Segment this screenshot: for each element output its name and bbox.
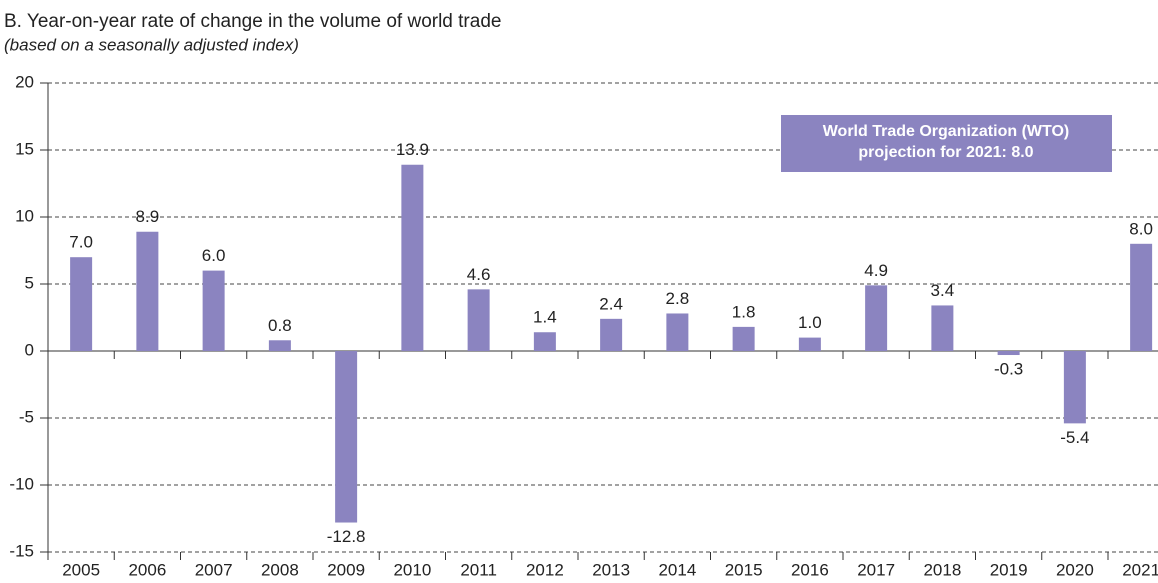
bar — [467, 289, 490, 351]
y-tick-label: 10 — [15, 206, 34, 225]
chart-title: B. Year-on-year rate of change in the vo… — [4, 11, 501, 32]
value-label: 0.8 — [268, 316, 292, 335]
y-tick-label: -10 — [9, 474, 34, 493]
x-tick-label: 2011 — [460, 560, 497, 579]
x-tick-label: 2018 — [923, 560, 961, 579]
bar — [335, 351, 358, 523]
x-tick-label: 2020 — [1056, 560, 1094, 579]
value-label: 13.9 — [396, 140, 429, 159]
bar — [997, 351, 1020, 356]
value-label: 8.0 — [1129, 219, 1153, 238]
y-tick-label: 15 — [15, 139, 34, 158]
y-tick-label: 5 — [25, 273, 34, 292]
value-label: 2.4 — [599, 294, 623, 313]
value-label: 6.0 — [202, 246, 226, 265]
value-label: 1.0 — [798, 313, 822, 332]
x-tick-label: 2005 — [62, 560, 100, 579]
bar — [70, 257, 93, 351]
value-label: 2.8 — [666, 289, 690, 308]
bar — [136, 231, 159, 351]
bar — [1063, 351, 1086, 424]
x-tick-label: 2006 — [128, 560, 166, 579]
bar — [732, 326, 755, 351]
x-tick-label: 2008 — [261, 560, 299, 579]
x-tick-label: 2013 — [592, 560, 630, 579]
bar — [1130, 243, 1153, 351]
x-tick-label: 2014 — [658, 560, 696, 579]
value-label: 1.4 — [533, 308, 557, 327]
y-tick-label: -15 — [9, 541, 34, 560]
x-tick-label: 2010 — [393, 560, 431, 579]
bar — [798, 337, 821, 351]
bar — [666, 313, 689, 351]
x-tick-label: 2016 — [791, 560, 829, 579]
bar — [268, 340, 291, 351]
x-tick-label: 2007 — [195, 560, 233, 579]
bar — [401, 164, 424, 351]
y-tick-label: 20 — [15, 72, 34, 91]
bar — [931, 305, 954, 351]
value-label: 7.0 — [69, 233, 93, 252]
y-tick-label: 0 — [25, 340, 34, 359]
annotation-box — [781, 115, 1112, 172]
value-label: 8.9 — [136, 207, 160, 226]
value-label: -12.8 — [327, 527, 366, 546]
value-label: 1.8 — [732, 302, 756, 321]
annotation-text: projection for 2021: 8.0 — [858, 144, 1033, 161]
y-tick-label: -5 — [19, 407, 34, 426]
x-tick-label: 2019 — [990, 560, 1028, 579]
x-tick-label: 2009 — [327, 560, 365, 579]
bar — [202, 270, 225, 351]
x-tick-label: 2012 — [526, 560, 564, 579]
value-label: -5.4 — [1060, 428, 1089, 447]
bar — [865, 285, 888, 351]
x-tick-label: 2017 — [857, 560, 895, 579]
value-label: -0.3 — [994, 360, 1023, 379]
x-tick-label: 2015 — [725, 560, 763, 579]
value-label: 4.9 — [864, 261, 888, 280]
bar — [600, 318, 623, 351]
chart-subtitle: (based on a seasonally adjusted index) — [4, 35, 299, 54]
x-tick-label: 2021 — [1122, 560, 1158, 579]
annotation-text: World Trade Organization (WTO) — [823, 123, 1070, 140]
value-label: 3.4 — [931, 281, 955, 300]
bar — [533, 332, 556, 351]
value-label: 4.6 — [467, 265, 491, 284]
